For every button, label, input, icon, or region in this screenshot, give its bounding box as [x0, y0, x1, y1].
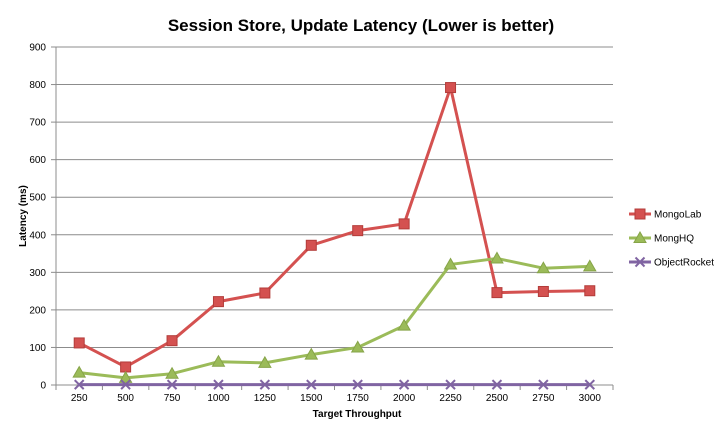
data-point-mongolab-1500: [305, 239, 317, 251]
data-point-monghq-3000: [582, 259, 597, 272]
data-point-objectrocket-1000: [213, 379, 224, 390]
y-tick-label-0: 0: [40, 381, 46, 392]
x-tick-label-2000: 2000: [393, 393, 416, 404]
data-point-mongolab-1000: [212, 296, 224, 308]
data-point-objectrocket-1500: [306, 379, 317, 390]
gridlines: [56, 46, 613, 348]
data-point-mongolab-2000: [398, 218, 410, 230]
data-point-objectrocket-1750: [352, 379, 363, 390]
y-axis-title: Latency (ms): [18, 185, 29, 247]
data-point-monghq-1500: [304, 347, 319, 360]
series-line-mongolab: [78, 86, 590, 369]
legend-item-objectrocket: ObjectRocket: [629, 256, 714, 269]
data-point-mongolab-2250: [445, 82, 457, 94]
legend-item-monghq: MongHQ: [629, 230, 694, 245]
data-point-objectrocket-750-stroke-b: [166, 379, 178, 390]
data-point-objectrocket-2750: [538, 379, 549, 390]
series-lines: [72, 82, 597, 390]
data-point-objectrocket-500: [120, 379, 131, 390]
data-point-monghq-2500: [490, 251, 504, 264]
data-point-objectrocket-3000-stroke-b: [584, 379, 595, 390]
data-point-mongolab-1750: [352, 225, 364, 237]
legend-marker-monghq: [633, 230, 647, 243]
data-point-objectrocket-1250: [259, 379, 271, 390]
data-point-monghq-500: [118, 370, 133, 383]
y-tick-label-800: 800: [29, 80, 46, 91]
data-point-objectrocket-1750-stroke-b: [352, 379, 363, 390]
legend-label-mongolab: MongoLab: [654, 210, 702, 221]
data-point-objectrocket-250: [74, 379, 85, 390]
series-objectrocket: [74, 379, 595, 390]
data-point-objectrocket-2250: [445, 379, 456, 390]
x-tick-label-250: 250: [71, 393, 88, 404]
data-point-objectrocket-2000: [398, 379, 410, 390]
x-tick-label-2250: 2250: [439, 393, 462, 404]
y-tick-label-100: 100: [29, 343, 46, 354]
data-point-monghq-1250: [258, 355, 272, 368]
legend-label-objectrocket: ObjectRocket: [654, 258, 714, 269]
series-monghq: [72, 251, 597, 383]
y-tick-label-300: 300: [29, 268, 46, 279]
legend-marker-objectrocket-stroke-b: [634, 256, 646, 268]
data-point-objectrocket-1000-stroke-b: [213, 379, 224, 390]
x-tick-label-1250: 1250: [254, 393, 277, 404]
x-tick-label-2500: 2500: [486, 393, 509, 404]
data-point-mongolab-2500: [491, 287, 503, 299]
x-tick-label-500: 500: [117, 393, 134, 404]
data-point-objectrocket-2750-stroke-b: [538, 379, 549, 390]
data-point-objectrocket-2250-stroke-b: [445, 379, 456, 390]
x-tick-label-1750: 1750: [347, 393, 370, 404]
data-point-objectrocket-750: [166, 379, 178, 390]
data-point-objectrocket-2500: [491, 379, 503, 390]
legend-label-monghq: MongHQ: [654, 234, 694, 245]
y-tick-label-400: 400: [29, 230, 46, 241]
series-line-monghq: [79, 256, 590, 380]
data-point-mongolab-750: [166, 335, 178, 347]
data-point-monghq-1750: [350, 340, 365, 353]
x-tick-label-1000: 1000: [207, 393, 230, 404]
data-point-objectrocket-3000: [584, 379, 595, 390]
y-tick-label-200: 200: [29, 305, 46, 316]
data-point-monghq-2750: [536, 261, 551, 274]
legend-marker-objectrocket: [634, 256, 646, 268]
data-point-monghq-1000: [211, 354, 226, 367]
y-tick-label-500: 500: [29, 193, 46, 204]
legend: MongoLab MongHQ ObjectRocket: [629, 208, 714, 269]
data-point-objectrocket-2000-stroke-b: [398, 379, 410, 390]
data-point-objectrocket-250-stroke-b: [74, 379, 85, 390]
x-tick-label-1500: 1500: [300, 393, 323, 404]
legend-marker-mongolab: [634, 208, 646, 220]
data-point-monghq-2250: [443, 257, 458, 270]
x-axis-title: Target Throughput: [313, 409, 402, 420]
chart-title: Session Store, Update Latency (Lower is …: [168, 16, 554, 35]
data-point-monghq-250: [72, 365, 87, 378]
data-point-monghq-750: [165, 366, 179, 379]
x-tick-label-750: 750: [164, 393, 181, 404]
data-point-objectrocket-2500-stroke-b: [491, 379, 503, 390]
data-point-mongolab-3000: [584, 285, 596, 297]
y-tick-label-700: 700: [29, 118, 46, 129]
data-point-mongolab-1250: [259, 287, 271, 299]
x-tick-label-2750: 2750: [532, 393, 555, 404]
data-point-objectrocket-1250-stroke-b: [259, 379, 271, 390]
data-point-monghq-2000: [397, 318, 411, 331]
data-point-objectrocket-500-stroke-b: [120, 379, 131, 390]
data-point-mongolab-2750: [537, 285, 549, 297]
y-tick-label-600: 600: [29, 155, 46, 166]
x-tick-label-3000: 3000: [579, 393, 602, 404]
data-point-mongolab-250: [73, 337, 85, 349]
y-tick-label-900: 900: [29, 43, 46, 54]
data-point-mongolab-500: [120, 361, 132, 373]
data-point-objectrocket-1500-stroke-b: [306, 379, 317, 390]
series-mongolab: [73, 82, 596, 373]
legend-item-mongolab: MongoLab: [629, 208, 702, 221]
